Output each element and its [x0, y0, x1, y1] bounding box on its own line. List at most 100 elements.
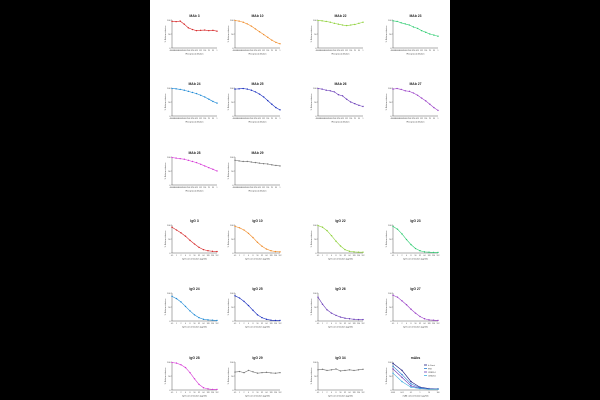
y-tick-label: 100 — [313, 20, 317, 22]
data-point — [321, 368, 324, 370]
data-point — [208, 166, 210, 169]
x-tick-label: 128 — [207, 323, 210, 325]
data-point — [212, 29, 214, 32]
data-point — [171, 361, 173, 364]
data-point — [392, 20, 394, 22]
x-tick-label: 40000 — [233, 118, 238, 120]
x-tick-label: 20000 — [237, 187, 242, 189]
data-point — [234, 88, 236, 90]
x-tick-label: 312 — [262, 187, 265, 189]
data-point — [179, 157, 181, 160]
data-point — [207, 250, 209, 252]
y-tick-label: 50 — [314, 239, 317, 241]
x-tick-label: 1 — [363, 118, 364, 120]
x-tick-label: 1 — [438, 50, 439, 52]
data-point — [419, 387, 421, 390]
data-point — [261, 245, 263, 247]
chart-9: MAb 29 0 50 100 % Relative infection 40000 200… — [227, 151, 281, 193]
data-point — [175, 362, 178, 364]
data-point — [357, 369, 360, 371]
x-tick-label: 16 — [194, 392, 196, 394]
x-tick-label: 512 — [216, 255, 219, 257]
data-point — [256, 241, 259, 244]
x-tick-label: 8 — [411, 323, 412, 325]
chart-title: IgG 29 — [252, 356, 262, 360]
data-point — [234, 159, 236, 162]
x-tick-label: 16 — [257, 255, 259, 257]
x-axis-label: Reciprocal dilution — [249, 121, 268, 124]
x-tick-label: 64 — [266, 392, 268, 394]
x-tick-label: 78 — [271, 50, 273, 52]
data-point — [270, 319, 272, 321]
chart-8: MAb 28 0 50 100 % Relative infection 40000 200… — [164, 151, 218, 193]
series-line — [171, 88, 218, 104]
y-tick-label: 50 — [168, 239, 171, 241]
data-point — [337, 23, 340, 25]
data-point — [321, 303, 324, 305]
x-tick-label: 4 — [331, 255, 332, 257]
data-point — [348, 318, 351, 320]
y-tick-label: 100 — [388, 225, 392, 227]
x-tick-label: 10000 — [324, 50, 329, 52]
data-point — [252, 236, 254, 239]
x-tick-label: 4 — [185, 323, 186, 325]
y-tick-label: 50 — [231, 34, 234, 36]
data-point — [392, 365, 394, 367]
data-point — [180, 364, 182, 366]
data-point — [344, 369, 346, 372]
data-point — [354, 102, 356, 105]
y-tick-label: 100 — [313, 225, 317, 227]
data-point — [216, 30, 218, 32]
data-point — [274, 250, 277, 253]
x-tick-label: 20000 — [320, 118, 325, 120]
data-point — [401, 380, 403, 383]
chart-3: MAb 23 0 50 100 % Relative infection 40000 200… — [385, 14, 439, 56]
x-tick-label: 4 — [248, 392, 249, 394]
data-point — [330, 369, 333, 371]
data-point — [262, 96, 265, 98]
x-tick-label: 4 — [406, 255, 407, 257]
x-tick-label: 256 — [357, 392, 360, 394]
data-point — [339, 370, 342, 372]
y-tick-label: 50 — [168, 307, 171, 309]
chart-title: IgG 10 — [252, 219, 262, 223]
x-tick-label: 40000 — [233, 50, 238, 52]
y-axis-label: % Relative infection — [227, 231, 230, 248]
x-tick-label: 1250 — [254, 187, 258, 189]
x-tick-label: 1 — [217, 50, 218, 52]
y-tick-label: 0 — [232, 116, 234, 118]
x-tick-label: 64 — [266, 255, 268, 257]
x-tick-label: 2 — [402, 323, 403, 325]
data-point — [345, 24, 348, 27]
x-tick-label: 2500 — [186, 50, 190, 52]
data-point — [401, 373, 403, 376]
x-axis-label: Reciprocal dilution — [407, 53, 426, 56]
data-point — [410, 383, 412, 385]
x-tick-label: 5000 — [245, 118, 249, 120]
x-tick-label: 4 — [248, 323, 249, 325]
x-tick-label: 10000 — [399, 118, 404, 120]
data-point — [258, 162, 261, 164]
chart-title: IgG 27 — [410, 287, 420, 291]
data-point — [256, 314, 259, 316]
data-point — [428, 388, 430, 390]
data-point — [317, 369, 319, 371]
x-tick-label: 156 — [266, 118, 269, 120]
x-tick-label: 32 — [261, 392, 263, 394]
x-tick-label: 78 — [208, 187, 210, 189]
y-tick-label: 100 — [230, 362, 234, 364]
x-tick-label: 8 — [336, 255, 337, 257]
x-tick-label: 32 — [261, 323, 263, 325]
y-axis-label: % Relative infection — [227, 26, 230, 43]
x-tick-label: 156 — [203, 187, 206, 189]
x-tick-label: 39 — [212, 50, 214, 52]
data-point — [414, 312, 417, 314]
y-tick-label: 0 — [169, 185, 171, 187]
y-tick-label: 50 — [168, 34, 171, 36]
data-point — [358, 104, 360, 107]
x-tick-label: 0.1 — [410, 392, 412, 394]
data-point — [199, 163, 202, 165]
y-axis-label: % Relative infection — [164, 94, 167, 111]
